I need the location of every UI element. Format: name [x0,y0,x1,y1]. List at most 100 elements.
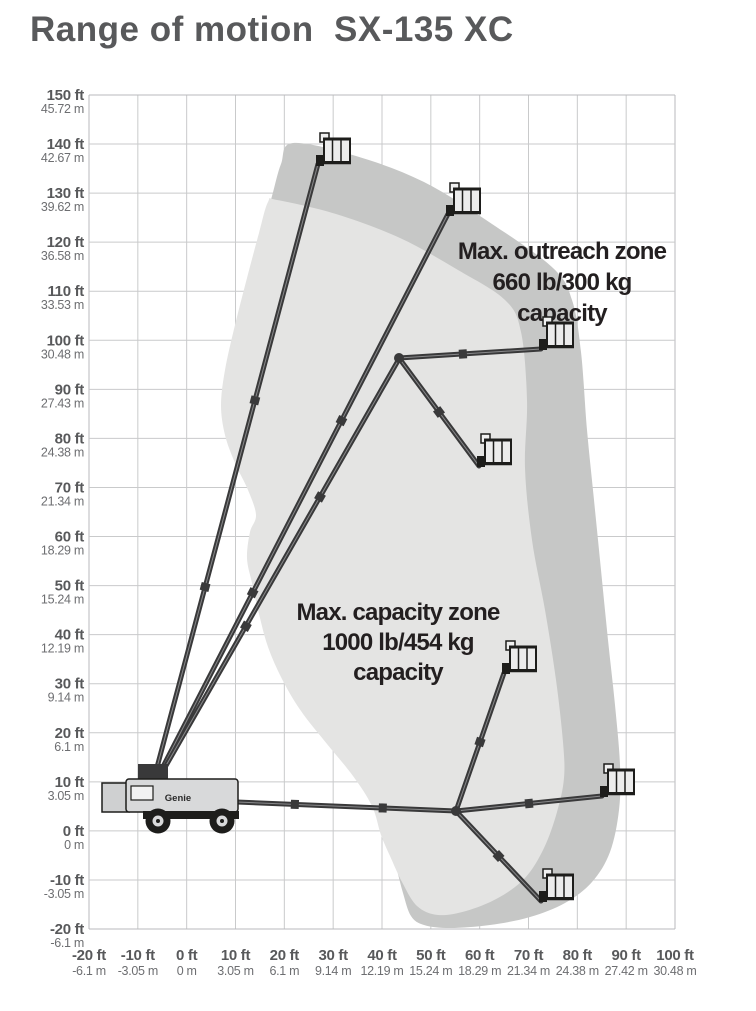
boom-joint [314,491,326,503]
genie-logo-label: Genie [165,793,191,804]
y-tick-m-label: 45.72 m [41,102,84,116]
platform-basket [607,769,635,794]
x-tick-m-label: 0 m [177,964,197,978]
zone-label-line: 1000 lb/454 kg [322,629,474,656]
y-tick-ft-label: 50 ft [55,578,85,595]
x-tick-ft-label: 60 ft [465,947,495,964]
x-tick-m-label: 24.38 m [556,964,599,978]
platform-rotator [477,456,485,467]
x-tick-ft-label: 20 ft [270,947,300,964]
counterweight [101,782,130,813]
boom-segment [149,356,402,793]
y-tick-ft-label: 60 ft [55,529,85,546]
boom-joint [433,406,445,418]
wheel [209,808,235,834]
x-tick-m-label: 18.29 m [458,964,501,978]
boom-highlight [151,163,319,787]
platform-basket [546,322,574,347]
x-tick-ft-label: 0 ft [176,947,198,964]
platform-rotator [502,663,510,674]
platform-basket [484,439,512,464]
x-tick-m-label: 21.34 m [507,964,550,978]
x-tick-m-label: 3.05 m [217,964,253,978]
y-tick-ft-label: 100 ft [47,332,85,349]
x-tick-m-label: 15.24 m [409,964,452,978]
y-tick-m-label: 9.14 m [48,691,84,705]
page-title: Range of motion SX-135 XC [30,10,514,49]
zone-label-line: Max. outreach zone [458,238,667,265]
y-tick-m-label: -6.1 m [50,936,84,950]
x-tick-m-label: 30.48 m [653,964,696,978]
zone-label-line: Max. capacity zone [296,599,499,626]
platform-rotator [316,155,324,166]
platform-basket-icon [316,132,351,166]
y-tick-ft-label: 110 ft [47,283,84,300]
boom-joint [290,799,300,810]
boom-segment [149,161,321,789]
y-tick-m-label: 18.29 m [41,544,84,558]
platform-basket [546,874,574,899]
machine-base: Genie [101,764,239,834]
x-tick-m-label: 9.14 m [315,964,351,978]
x-tick-ft-label: 70 ft [514,947,544,964]
x-axis-labels: -20 ft-6.1 m -10 ft-3.05 m 0 ft0 m 10 ft3.0… [72,947,697,978]
zone-label-line: 660 lb/300 kg [492,269,631,296]
y-tick-m-label: 33.53 m [41,298,84,312]
x-tick-ft-label: 80 ft [563,947,593,964]
platform-basket-icon [446,182,481,216]
boom-segment [453,808,544,904]
platform-basket [453,188,481,213]
y-tick-m-label: 36.58 m [41,249,84,263]
x-tick-ft-label: 30 ft [318,947,348,964]
platform-rotator [600,786,608,797]
y-tick-m-label: 24.38 m [41,445,84,459]
y-tick-m-label: 21.34 m [41,494,84,508]
platform-basket-icon [539,316,574,350]
y-tick-ft-label: 140 ft [47,136,85,153]
boom-pivot [451,806,461,816]
y-tick-m-label: 30.48 m [41,347,84,361]
x-tick-ft-label: 10 ft [221,947,251,964]
boom-segment [453,670,507,814]
boom-joint [474,736,486,748]
y-tick-m-label: 39.62 m [41,200,84,214]
boom-segment [396,346,544,361]
y-tick-m-label: 6.1 m [54,740,84,754]
y-tick-ft-label: 10 ft [55,774,85,791]
y-tick-ft-label: -10 ft [50,872,84,889]
boom-joint [240,620,252,632]
platform-basket-icon [502,640,537,674]
boom-pivot [394,353,404,363]
machine-panel [130,785,154,801]
platform-basket-icon [477,433,512,467]
max-capacity-zone-label: Max. capacity zone 1000 lb/454 kg capacity [296,599,500,686]
y-tick-ft-label: 120 ft [47,234,85,251]
platforms [316,132,635,902]
x-tick-ft-label: 50 ft [416,947,446,964]
zone-label-line: capacity [353,659,444,686]
x-tick-m-label: -6.1 m [72,964,106,978]
boom-joint [458,349,468,359]
platform-rotator [446,205,454,216]
boom-highlight [151,213,449,789]
boom-highlight [398,348,542,359]
y-tick-ft-label: 90 ft [55,381,85,398]
x-tick-ft-label: 90 ft [611,947,641,964]
y-tick-m-label: -3.05 m [44,887,84,901]
x-tick-m-label: 27.42 m [605,964,648,978]
boom-joint [249,395,261,406]
platform-basket-icon [600,763,635,797]
y-tick-ft-label: 0 ft [63,823,85,840]
boom-segment [396,355,482,469]
y-tick-ft-label: 40 ft [55,627,85,644]
x-tick-ft-label: 100 ft [656,947,694,964]
x-tick-ft-label: -20 ft [72,947,106,964]
boom-joint [335,414,348,427]
boom-joint [199,581,211,592]
y-tick-ft-label: 20 ft [55,725,85,742]
boom-joint [524,798,534,809]
platform-basket-icon [539,868,574,902]
